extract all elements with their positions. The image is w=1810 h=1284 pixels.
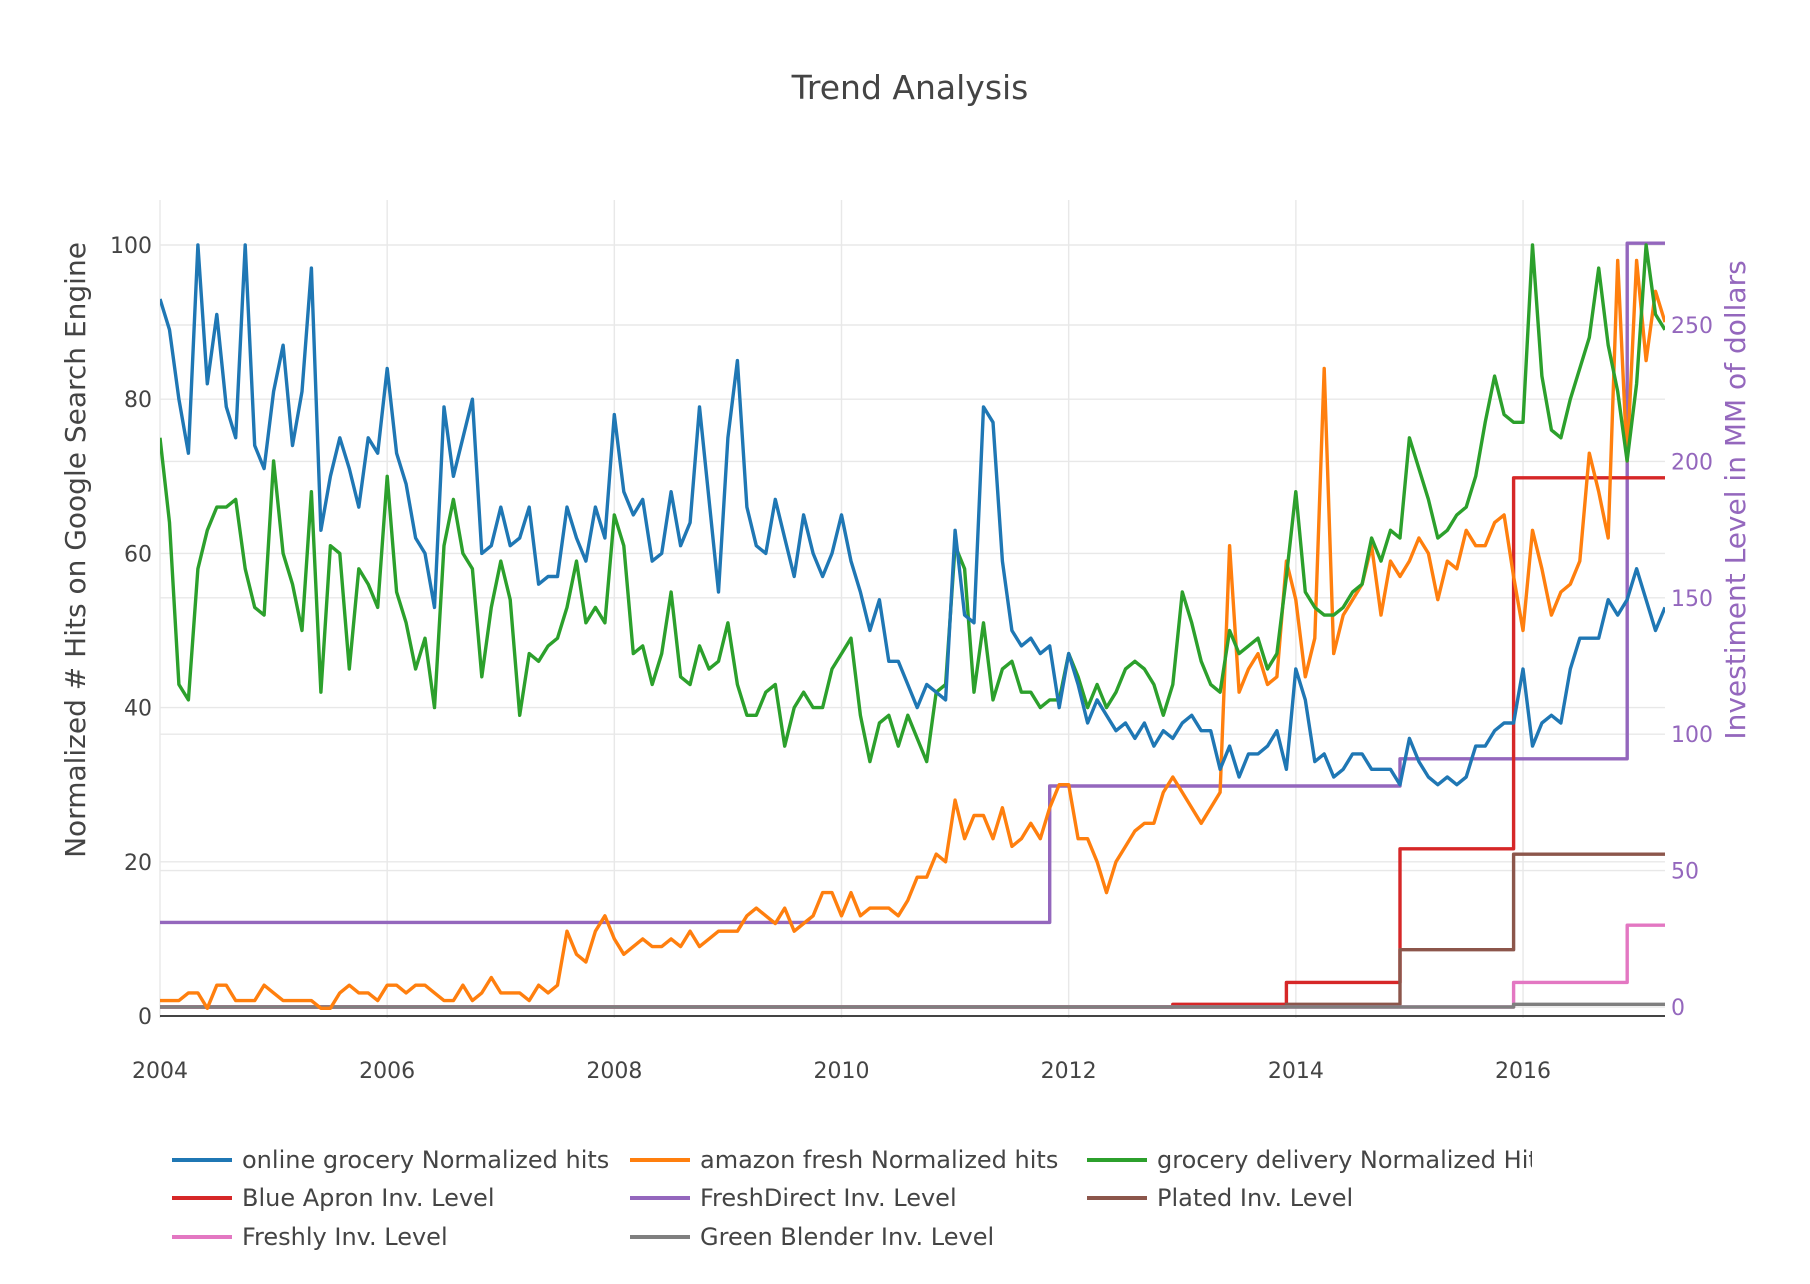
legend-entry[interactable]: Freshly Inv. Level (242, 1223, 448, 1251)
series-line-2 (160, 243, 1665, 764)
y2-tick-label: 150 (1671, 587, 1713, 612)
legend: online grocery Normalized hits amazon fre… (172, 1146, 1550, 1251)
y2-tick-label: 250 (1671, 314, 1713, 339)
legend-entry[interactable]: amazon fresh Normalized hits (700, 1146, 1058, 1174)
x-tick-label: 2014 (1268, 1059, 1324, 1084)
y2-axis-label: Investiment Level in MM of dollars (1719, 260, 1752, 739)
y2-tick-label: 0 (1671, 996, 1685, 1021)
y-tick-label: 20 (124, 851, 152, 876)
series-line-5 (160, 852, 1665, 1009)
x-tick-label: 2016 (1495, 1059, 1551, 1084)
series-lines (160, 241, 1665, 1010)
x-tick-label: 2010 (814, 1059, 870, 1084)
grid (159, 200, 1665, 1018)
legend-entry[interactable]: FreshDirect Inv. Level (700, 1184, 957, 1212)
y-tick-label: 40 (124, 697, 152, 722)
series-line-1 (160, 258, 1665, 1010)
y-axis-label: Normalized # Hits on Google Search Engin… (59, 242, 92, 858)
x-tick-label: 2004 (132, 1059, 188, 1084)
chart-title: Trend Analysis (791, 68, 1029, 107)
y-axis-ticks: 0 20 40 60 80 100 (110, 234, 152, 1030)
x-tick-label: 2012 (1041, 1059, 1097, 1084)
legend-entry[interactable]: Green Blender Inv. Level (700, 1223, 994, 1251)
x-axis-ticks: 2004 2006 2008 2010 2012 2014 2016 (132, 1059, 1551, 1084)
x-tick-label: 2008 (586, 1059, 642, 1084)
series-line-0 (160, 243, 1665, 787)
legend-entry[interactable]: Blue Apron Inv. Level (242, 1184, 495, 1212)
x-tick-label: 2006 (359, 1059, 415, 1084)
series-line-3 (160, 476, 1665, 1009)
y-tick-label: 100 (110, 234, 152, 259)
y-tick-label: 60 (124, 542, 152, 567)
y-tick-label: 0 (138, 1005, 152, 1030)
y2-tick-label: 200 (1671, 450, 1713, 475)
series-line-6 (160, 923, 1665, 1009)
series-line-7 (160, 1002, 1665, 1009)
legend-entry[interactable]: online grocery Normalized hits (242, 1146, 609, 1174)
y2-tick-label: 50 (1671, 860, 1699, 885)
legend-entry[interactable]: Plated Inv. Level (1157, 1184, 1353, 1212)
y-tick-label: 80 (124, 388, 152, 413)
y2-axis-ticks: 0 50 100 150 200 250 (1671, 314, 1713, 1021)
y2-tick-label: 100 (1671, 723, 1713, 748)
legend-entry[interactable]: grocery delivery Normalized Hits (1157, 1146, 1550, 1174)
series-line-4 (160, 241, 1665, 925)
